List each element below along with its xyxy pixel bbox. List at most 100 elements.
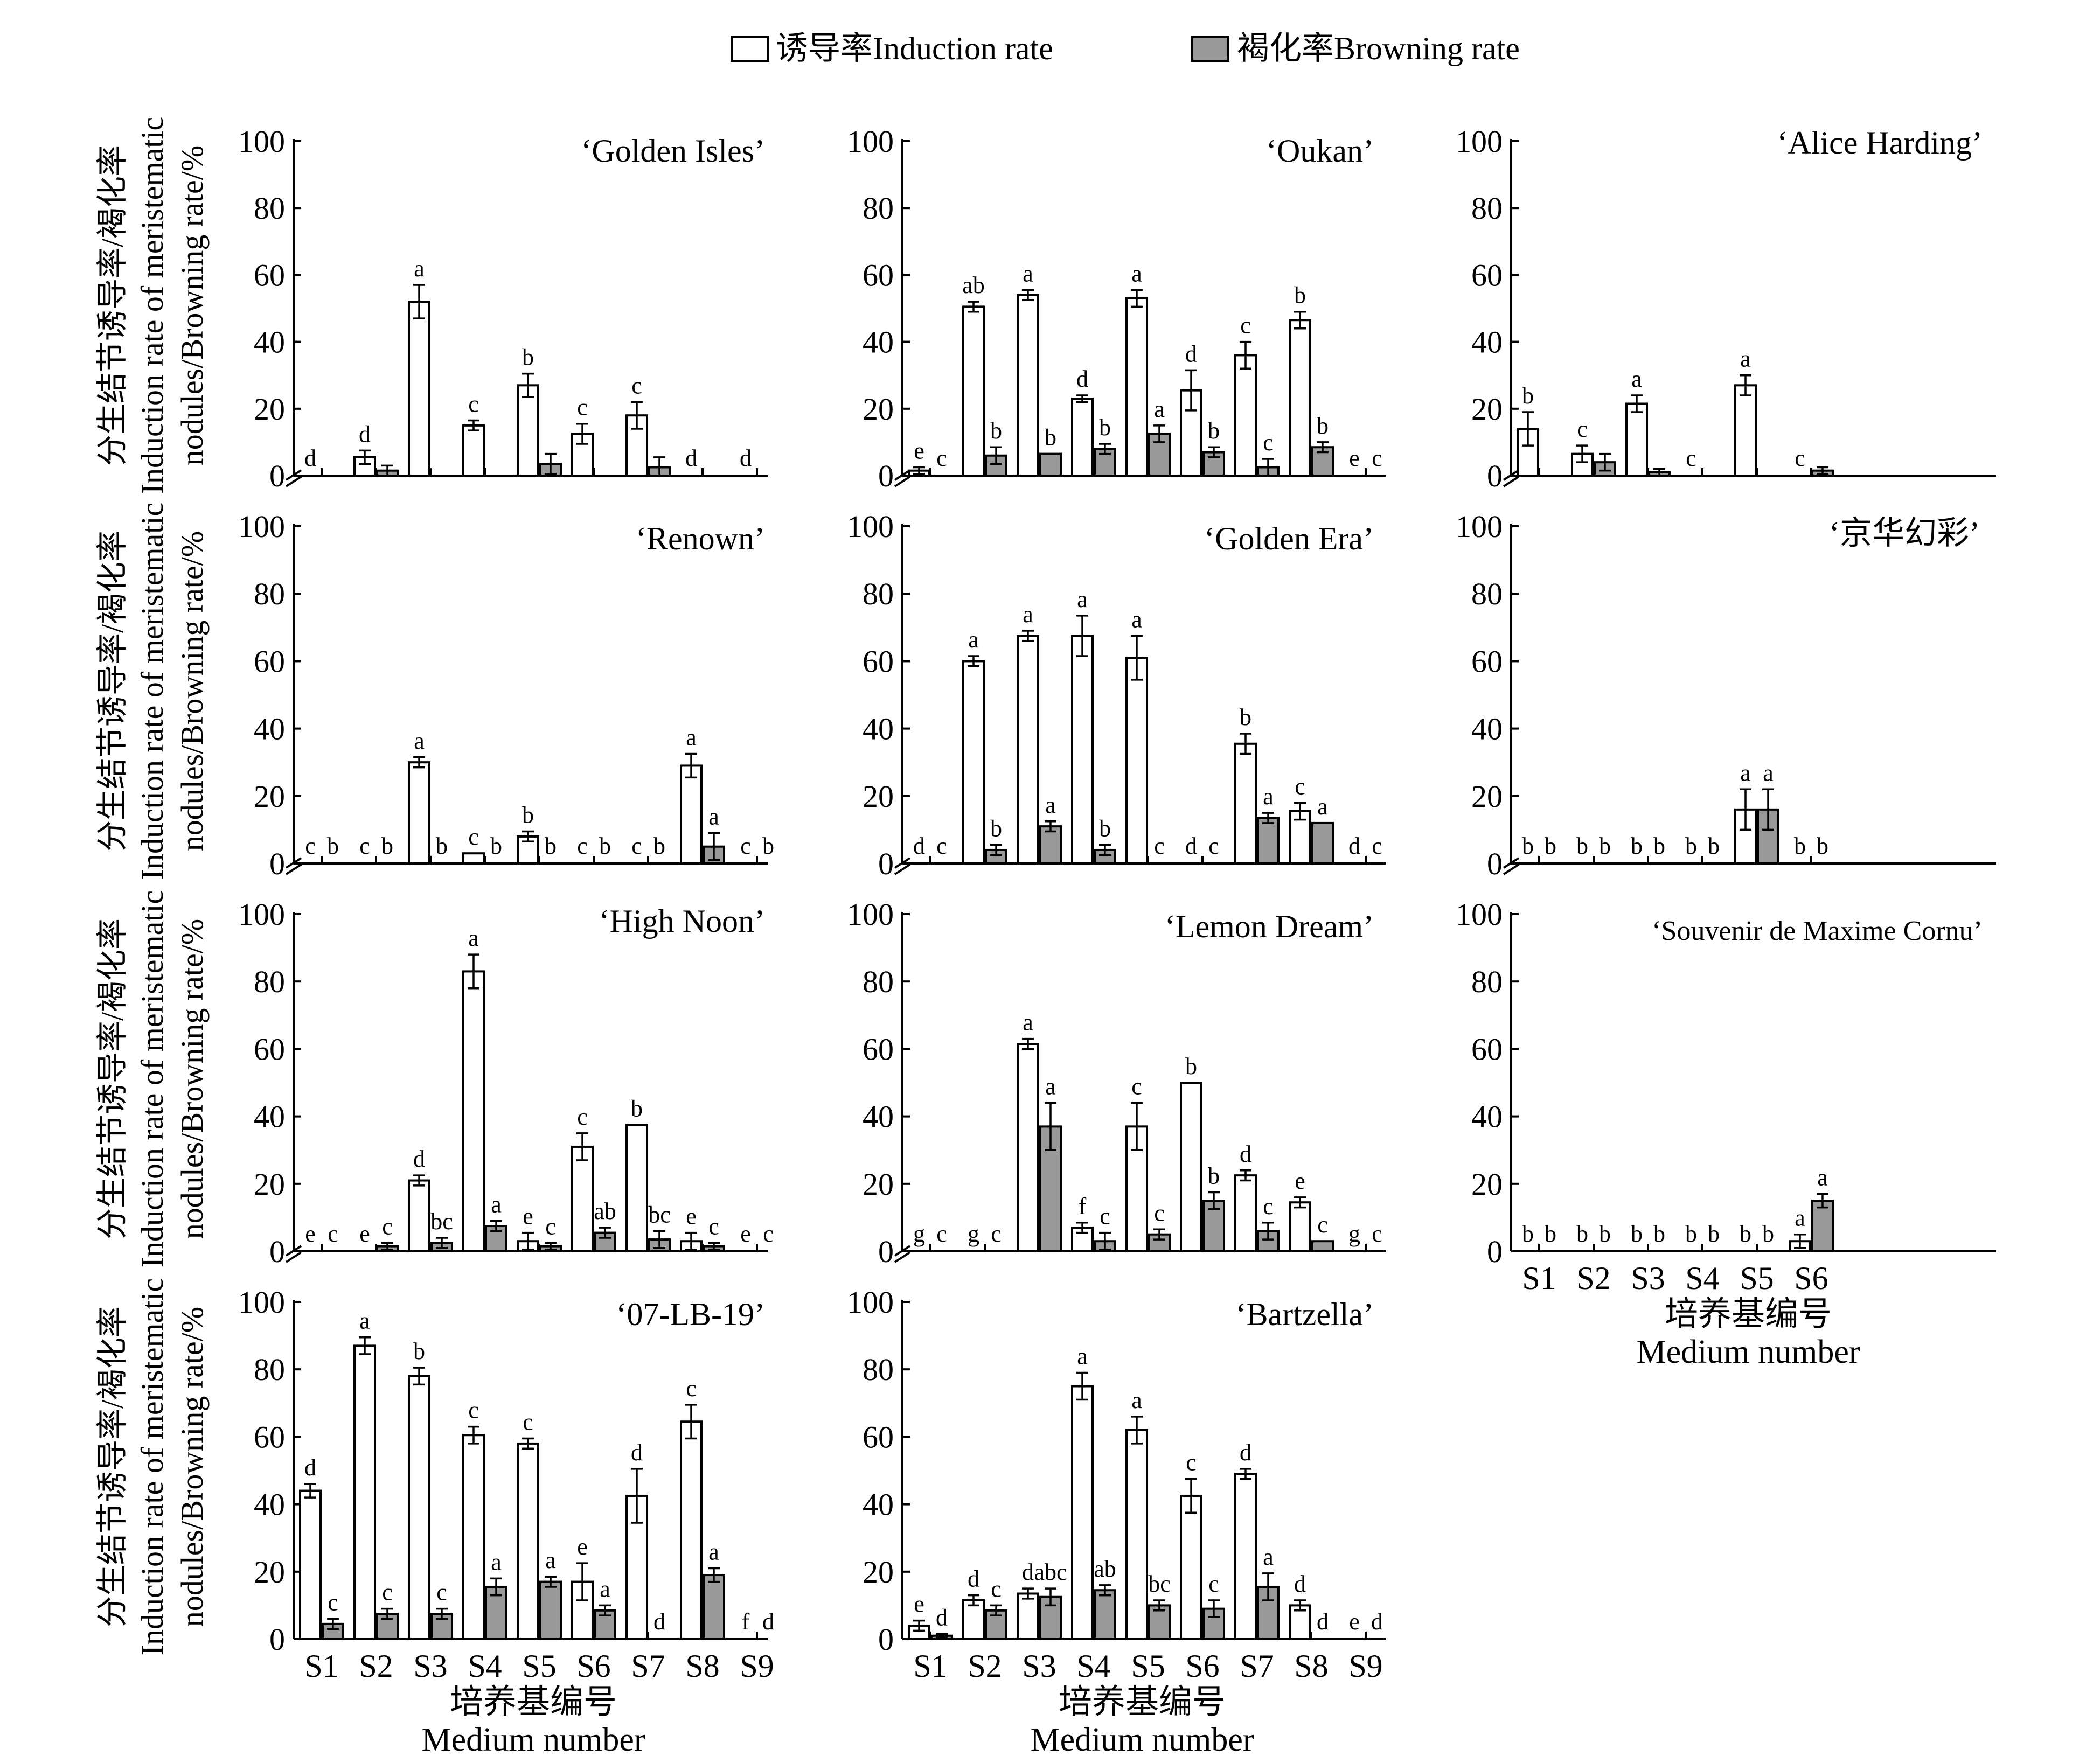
error-bar bbox=[1045, 820, 1056, 833]
induction-bar bbox=[571, 1145, 594, 1252]
significance-letter: e bbox=[740, 1221, 751, 1247]
error-bar bbox=[436, 1607, 448, 1620]
significance-letter: a bbox=[1023, 1009, 1033, 1036]
induction-bar bbox=[517, 1442, 539, 1640]
x-tick-label: S3 bbox=[1022, 1648, 1056, 1684]
significance-letter: c bbox=[763, 1221, 774, 1247]
significance-letter: a bbox=[1740, 346, 1751, 372]
x-axis-title-en: Medium number bbox=[422, 1722, 645, 1756]
induction-bar bbox=[1234, 742, 1257, 865]
y-axis-title-line-1: 分生结节诱导率/褐化率 bbox=[95, 145, 130, 466]
significance-letter: e bbox=[1349, 445, 1360, 471]
browning-bar bbox=[1811, 1200, 1834, 1253]
significance-letter: b bbox=[762, 833, 774, 859]
x-tick-label: S7 bbox=[631, 1648, 665, 1684]
error-bar bbox=[1099, 1584, 1111, 1597]
y-axis-title-line-3: nodules/Browning rate/% bbox=[175, 1307, 210, 1627]
y-tick-label: 80 bbox=[863, 576, 894, 611]
significance-letter: d bbox=[1240, 1439, 1251, 1466]
error-bar bbox=[685, 752, 697, 779]
significance-letter: b bbox=[381, 833, 393, 859]
y-tick-label: 40 bbox=[254, 1487, 285, 1522]
significance-letter: c bbox=[328, 1221, 338, 1247]
axis-break-stroke bbox=[285, 1245, 302, 1257]
significance-letter: a bbox=[1154, 396, 1165, 422]
error-bar bbox=[913, 1619, 925, 1632]
error-bar bbox=[990, 844, 1002, 856]
significance-letter: d bbox=[936, 1605, 948, 1631]
error-bar bbox=[1294, 802, 1306, 821]
error-bar bbox=[359, 1336, 371, 1355]
significance-letter: f bbox=[742, 1608, 750, 1635]
error-bar bbox=[599, 1604, 611, 1616]
x-tick-label: S9 bbox=[740, 1648, 774, 1684]
induction-bar bbox=[962, 660, 985, 865]
significance-letter: a bbox=[414, 728, 425, 754]
y-tick-label: 100 bbox=[847, 124, 894, 159]
significance-letter: a bbox=[1763, 759, 1774, 786]
induction-bar bbox=[1125, 657, 1148, 865]
significance-letter: b bbox=[1631, 1221, 1643, 1247]
y-tick-label: 100 bbox=[238, 124, 285, 159]
significance-letter: c bbox=[382, 1213, 393, 1239]
error-bar bbox=[1631, 394, 1643, 413]
error-bar bbox=[1262, 458, 1274, 477]
error-bar bbox=[413, 1367, 425, 1386]
error-bar bbox=[381, 1607, 393, 1620]
significance-letter: a bbox=[1263, 1544, 1274, 1570]
x-tick-label: S8 bbox=[685, 1648, 719, 1684]
significance-letter: a bbox=[1023, 601, 1033, 628]
y-tick-label: 100 bbox=[847, 509, 894, 544]
error-bar bbox=[522, 1231, 534, 1251]
y-tick-label: 80 bbox=[254, 964, 285, 999]
browning-bar bbox=[1257, 817, 1280, 865]
error-bar bbox=[708, 1567, 720, 1583]
error-bar bbox=[1653, 468, 1665, 477]
error-bar bbox=[1294, 1599, 1306, 1612]
axis-break-stroke bbox=[285, 469, 302, 481]
x-tick-label: S3 bbox=[1631, 1260, 1665, 1296]
error-bar bbox=[1153, 424, 1165, 443]
error-bar bbox=[1022, 1037, 1034, 1050]
error-bar bbox=[545, 1242, 557, 1251]
significance-letter: b bbox=[522, 802, 534, 828]
y-tick-label: 60 bbox=[863, 644, 894, 679]
significance-letter: c bbox=[577, 394, 588, 421]
significance-letter: e bbox=[1295, 1168, 1305, 1194]
significance-letter: a bbox=[545, 1547, 556, 1573]
significance-letter: b bbox=[1576, 833, 1588, 859]
axis-break-mark bbox=[894, 857, 911, 875]
induction-bar bbox=[1734, 384, 1757, 477]
y-tick-label: 20 bbox=[863, 779, 894, 814]
axis-break-mark bbox=[894, 1245, 911, 1263]
axis-break-stroke bbox=[1503, 469, 1520, 481]
y-tick-label: 0 bbox=[1487, 1234, 1503, 1269]
x-tick-label: S6 bbox=[1185, 1648, 1219, 1684]
panel-title: ‘Oukan’ bbox=[1266, 133, 1374, 169]
error-bar bbox=[545, 452, 557, 475]
error-bar bbox=[1240, 1468, 1251, 1480]
y-axis-title-line-1: 分生结节诱导率/褐化率 bbox=[95, 531, 130, 852]
x-axis-title-en: Medium number bbox=[1637, 1334, 1860, 1370]
error-bar bbox=[576, 422, 588, 445]
significance-letter: c bbox=[1295, 773, 1305, 799]
y-tick-label: 40 bbox=[863, 325, 894, 360]
significance-letter: a bbox=[708, 804, 719, 830]
significance-letter: b bbox=[1599, 1221, 1611, 1247]
y-tick-label: 20 bbox=[254, 1555, 285, 1590]
error-bar bbox=[468, 419, 479, 431]
significance-letter: e bbox=[359, 1221, 370, 1247]
error-bar bbox=[359, 449, 371, 465]
significance-letter: b bbox=[1045, 424, 1056, 451]
induction-bar bbox=[299, 1489, 322, 1641]
induction-bar bbox=[1180, 1082, 1202, 1252]
browning-bar bbox=[594, 1231, 616, 1253]
error-bar bbox=[1099, 443, 1111, 455]
error-bar bbox=[968, 1594, 979, 1607]
induction-bar bbox=[1289, 1201, 1311, 1252]
y-axis-title-line-3: nodules/Browning rate/% bbox=[175, 531, 210, 851]
y-axis-title-line-1: 分生结节诱导率/褐化率 bbox=[95, 918, 130, 1239]
induction-bar bbox=[1017, 635, 1039, 865]
